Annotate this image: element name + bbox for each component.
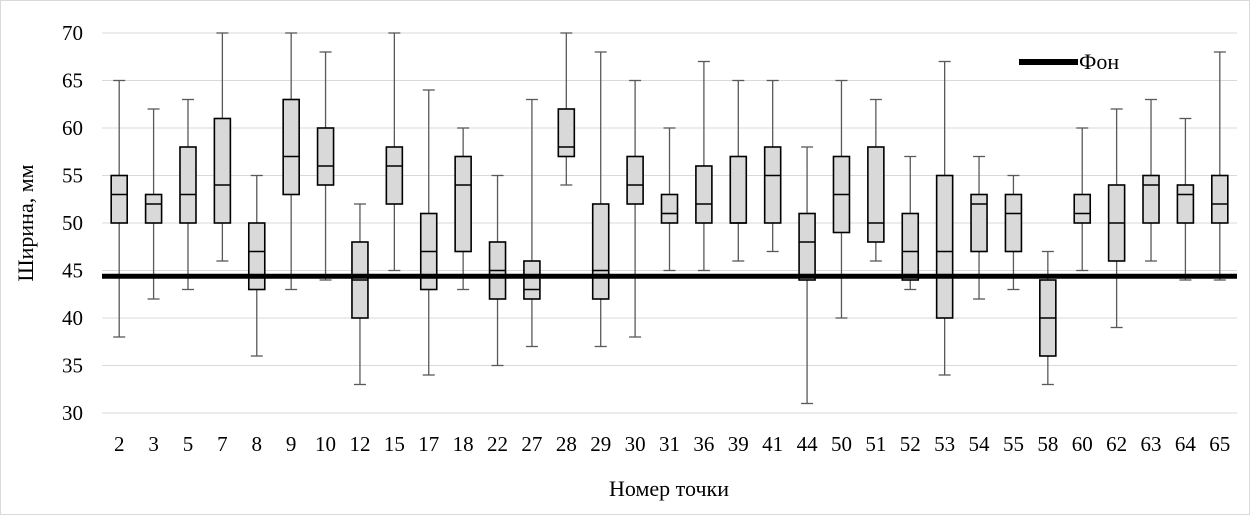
- x-tick-label: 28: [556, 432, 577, 456]
- box: [523, 260, 541, 300]
- box: [247, 222, 266, 291]
- box: [385, 146, 404, 205]
- box: [901, 212, 920, 281]
- box: [935, 174, 954, 319]
- box: [110, 174, 128, 224]
- x-tick-label: 58: [1037, 432, 1058, 456]
- legend-label: Фон: [1079, 49, 1119, 74]
- x-axis-title: Номер точки: [609, 476, 729, 501]
- box: [179, 146, 197, 224]
- box: [213, 117, 232, 224]
- y-tick-label: 35: [62, 354, 83, 378]
- box: [1176, 184, 1195, 224]
- x-tick-label: 52: [900, 432, 921, 456]
- box: [626, 155, 644, 205]
- box: [1211, 174, 1229, 224]
- x-tick-label: 27: [521, 432, 542, 456]
- y-tick-label: 40: [62, 306, 83, 330]
- x-tick-label: 2: [114, 432, 125, 456]
- box: [282, 98, 300, 196]
- x-tick-label: 18: [453, 432, 474, 456]
- x-tick-label: 62: [1106, 432, 1127, 456]
- box: [763, 146, 782, 224]
- box: [1004, 193, 1023, 253]
- x-tick-label: 9: [286, 432, 297, 456]
- y-tick-label: 70: [62, 21, 83, 45]
- y-tick-label: 30: [62, 401, 83, 425]
- box: [867, 146, 885, 243]
- x-tick-label: 41: [762, 432, 783, 456]
- box: [1142, 174, 1160, 224]
- x-tick-label: 8: [252, 432, 263, 456]
- y-axis-title: Ширина, мм: [13, 164, 38, 281]
- x-tick-label: 50: [831, 432, 852, 456]
- x-tick-label: 15: [384, 432, 405, 456]
- boxes: [110, 98, 1229, 357]
- x-tick-label: 63: [1141, 432, 1162, 456]
- box: [144, 193, 163, 224]
- whiskers: [113, 32, 1226, 405]
- y-tick-label: 45: [62, 259, 83, 283]
- x-tick-label: 60: [1072, 432, 1093, 456]
- box: [557, 108, 576, 158]
- x-tick-label: 10: [315, 432, 336, 456]
- x-tick-label: 3: [148, 432, 159, 456]
- box: [729, 155, 748, 224]
- box: [316, 127, 335, 186]
- y-tick-label: 60: [62, 116, 83, 140]
- y-tick-label: 65: [62, 69, 83, 93]
- box: [970, 193, 988, 253]
- box: [591, 203, 610, 300]
- y-tick-label: 55: [62, 164, 83, 188]
- x-tick-label: 44: [797, 432, 819, 456]
- x-tick-label: 5: [183, 432, 194, 456]
- x-tick-label: 31: [659, 432, 680, 456]
- box: [454, 155, 472, 253]
- x-tick-label: 12: [349, 432, 370, 456]
- x-tick-label: 51: [865, 432, 886, 456]
- x-tick-label: 7: [217, 432, 228, 456]
- box: [798, 212, 816, 281]
- x-tick-label: 22: [487, 432, 508, 456]
- x-tick-label: 29: [590, 432, 611, 456]
- x-tick-label: 65: [1209, 432, 1230, 456]
- legend: Фон: [1019, 49, 1119, 74]
- y-tick-labels: 30 35 40 45 50 55 60 65 70: [62, 21, 83, 425]
- x-tick-label: 53: [934, 432, 955, 456]
- x-tick-label: 17: [418, 432, 439, 456]
- box: [660, 193, 679, 224]
- x-tick-label: 36: [693, 432, 714, 456]
- x-tick-labels: 2 3 5 7 8 9 10 12 15 17 18 22 27 28 29 30 31 36 39 41 44 50 51…: [114, 432, 1230, 456]
- x-tick-label: 30: [625, 432, 646, 456]
- x-tick-label: 55: [1003, 432, 1024, 456]
- x-tick-label: 64: [1175, 432, 1197, 456]
- x-tick-label: 54: [969, 432, 991, 456]
- y-tick-label: 50: [62, 211, 83, 235]
- box: [1073, 193, 1092, 224]
- box: [695, 165, 713, 224]
- x-tick-label: 39: [728, 432, 749, 456]
